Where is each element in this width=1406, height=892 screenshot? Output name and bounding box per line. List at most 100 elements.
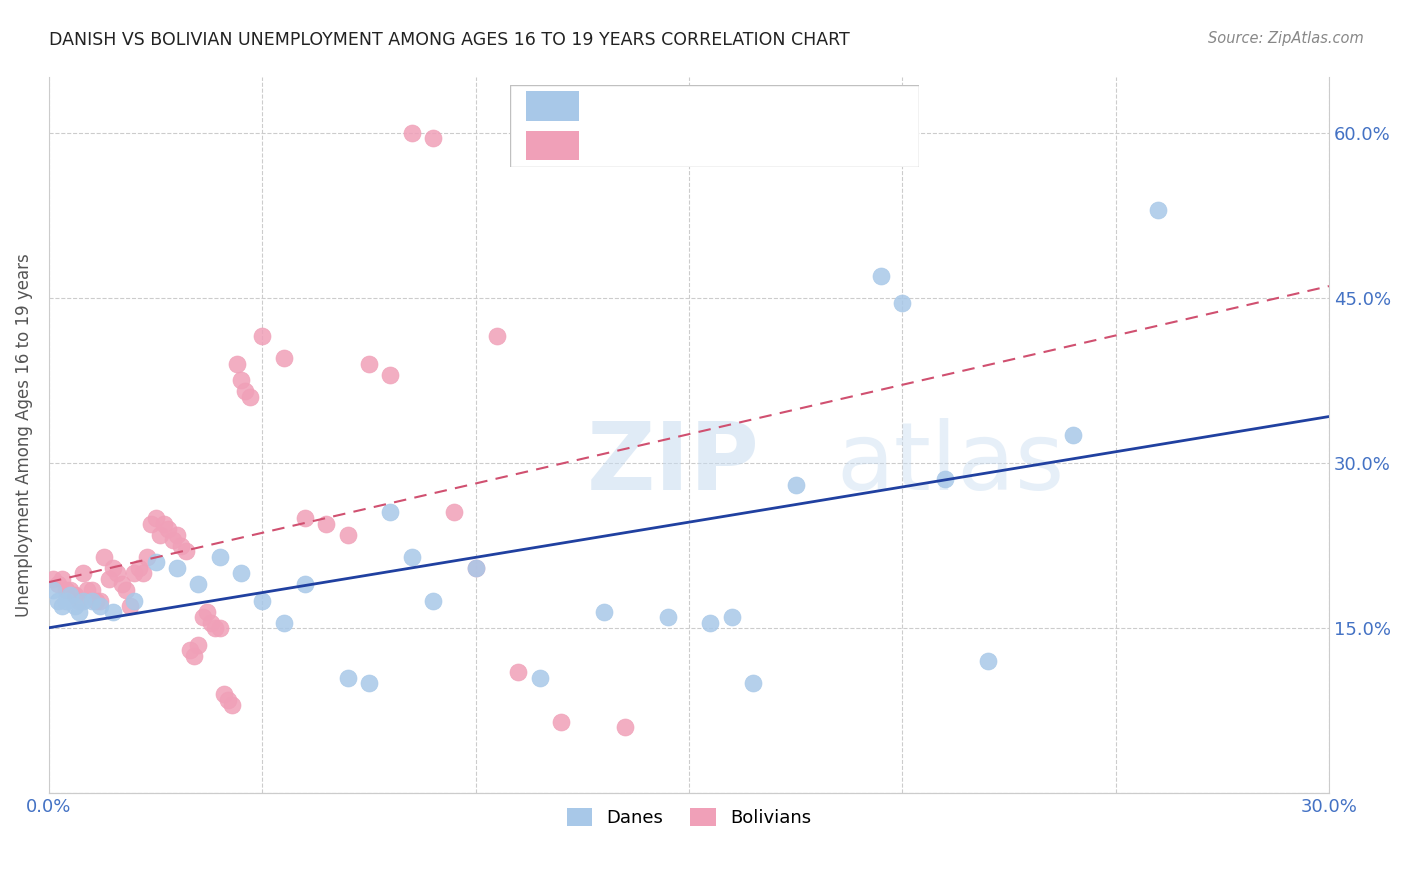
Point bbox=[870, 268, 893, 283]
Text: DANISH VS BOLIVIAN UNEMPLOYMENT AMONG AGES 16 TO 19 YEARS CORRELATION CHART: DANISH VS BOLIVIAN UNEMPLOYMENT AMONG AG… bbox=[49, 31, 851, 49]
Point bbox=[145, 511, 167, 525]
Point bbox=[93, 549, 115, 564]
Point bbox=[357, 357, 380, 371]
Point bbox=[72, 593, 94, 607]
Point bbox=[200, 615, 222, 630]
Point bbox=[89, 599, 111, 613]
Point bbox=[380, 368, 402, 382]
Point bbox=[84, 593, 107, 607]
Point bbox=[294, 577, 316, 591]
Point bbox=[336, 671, 359, 685]
Text: atlas: atlas bbox=[837, 418, 1064, 510]
Point bbox=[76, 582, 98, 597]
Point bbox=[149, 527, 172, 541]
Point bbox=[55, 593, 77, 607]
Point bbox=[63, 599, 86, 613]
Point bbox=[72, 566, 94, 580]
Point bbox=[59, 582, 82, 597]
Point bbox=[1062, 428, 1084, 442]
Point bbox=[252, 593, 274, 607]
Point bbox=[699, 615, 721, 630]
Text: ZIP: ZIP bbox=[586, 418, 759, 510]
Point bbox=[934, 473, 956, 487]
Point bbox=[183, 648, 205, 663]
Point bbox=[80, 582, 103, 597]
Point bbox=[191, 610, 214, 624]
Point bbox=[187, 577, 209, 591]
Point bbox=[166, 527, 188, 541]
Point bbox=[63, 588, 86, 602]
Point bbox=[976, 654, 998, 668]
Point bbox=[118, 599, 141, 613]
Point bbox=[174, 544, 197, 558]
Point bbox=[221, 698, 243, 713]
Point bbox=[204, 621, 226, 635]
Point bbox=[124, 593, 146, 607]
Point bbox=[208, 621, 231, 635]
Point bbox=[67, 593, 90, 607]
Point bbox=[97, 572, 120, 586]
Text: Source: ZipAtlas.com: Source: ZipAtlas.com bbox=[1208, 31, 1364, 46]
Point bbox=[233, 384, 256, 399]
Point bbox=[217, 692, 239, 706]
Point bbox=[195, 605, 218, 619]
Point bbox=[42, 572, 65, 586]
Point bbox=[401, 126, 423, 140]
Point bbox=[55, 582, 77, 597]
Point bbox=[785, 478, 807, 492]
Point bbox=[252, 329, 274, 343]
Point bbox=[59, 588, 82, 602]
Point bbox=[67, 605, 90, 619]
Point bbox=[614, 720, 637, 734]
Point bbox=[179, 643, 201, 657]
Point bbox=[657, 610, 679, 624]
Point bbox=[273, 615, 295, 630]
Point bbox=[136, 549, 159, 564]
Point bbox=[51, 572, 73, 586]
Point bbox=[208, 549, 231, 564]
Point bbox=[422, 131, 444, 145]
Point bbox=[166, 560, 188, 574]
Point bbox=[422, 593, 444, 607]
Point bbox=[229, 566, 252, 580]
Legend: Danes, Bolivians: Danes, Bolivians bbox=[560, 801, 818, 834]
Point bbox=[294, 511, 316, 525]
Point bbox=[46, 593, 69, 607]
Point bbox=[42, 582, 65, 597]
Point bbox=[464, 560, 486, 574]
Point bbox=[46, 577, 69, 591]
Point bbox=[508, 665, 530, 680]
Point bbox=[742, 676, 765, 690]
Point bbox=[273, 351, 295, 366]
Y-axis label: Unemployment Among Ages 16 to 19 years: Unemployment Among Ages 16 to 19 years bbox=[15, 253, 32, 617]
Point bbox=[212, 687, 235, 701]
Point bbox=[114, 582, 136, 597]
Point bbox=[891, 296, 914, 310]
Point bbox=[89, 593, 111, 607]
Point bbox=[132, 566, 155, 580]
Point bbox=[141, 516, 163, 531]
Point bbox=[380, 506, 402, 520]
Point bbox=[157, 522, 180, 536]
Point bbox=[550, 714, 572, 729]
Point bbox=[720, 610, 742, 624]
Point bbox=[110, 577, 132, 591]
Point bbox=[80, 593, 103, 607]
Point bbox=[1147, 202, 1170, 217]
Point bbox=[124, 566, 146, 580]
Point bbox=[51, 599, 73, 613]
Point bbox=[357, 676, 380, 690]
Point bbox=[401, 549, 423, 564]
Point bbox=[101, 605, 124, 619]
Point bbox=[105, 566, 128, 580]
Point bbox=[592, 605, 614, 619]
Point bbox=[443, 506, 465, 520]
Point bbox=[336, 527, 359, 541]
Point bbox=[229, 373, 252, 387]
Point bbox=[128, 560, 150, 574]
Point bbox=[162, 533, 184, 547]
Point bbox=[145, 555, 167, 569]
Point bbox=[315, 516, 337, 531]
Point bbox=[170, 539, 193, 553]
Point bbox=[238, 390, 260, 404]
